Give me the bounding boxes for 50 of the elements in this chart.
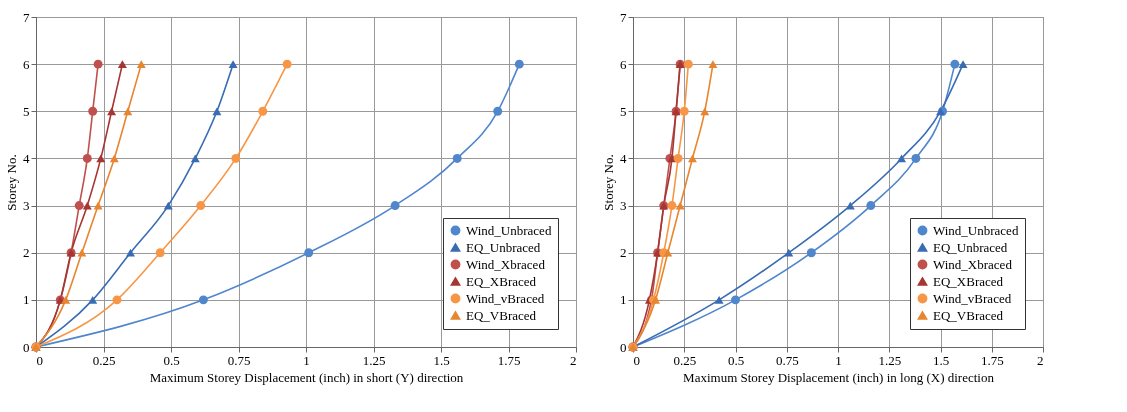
x-tick-label: 2 — [570, 352, 577, 368]
legend-label: Wind_Xbraced — [466, 256, 546, 272]
y-tick-label: 1 — [23, 292, 30, 308]
legend-label: EQ_VBraced — [933, 307, 1004, 323]
legend-label: Wind_vBraced — [933, 290, 1012, 306]
x-axis-title: Maximum Storey Displacement (inch) in long (X) direction — [683, 369, 995, 385]
y-tick-label: 4 — [620, 150, 627, 166]
y-tick-label: 7 — [620, 9, 627, 25]
y-tick-label: 7 — [23, 9, 30, 25]
legend-label: EQ_XBraced — [466, 273, 537, 289]
x-tick-label: 0.75 — [775, 352, 799, 368]
x-tick-label: 0.5 — [163, 352, 180, 368]
x-tick-label: 0 — [633, 352, 640, 368]
y-tick-label: 3 — [620, 198, 627, 214]
y-tick-label: 6 — [620, 56, 627, 72]
x-tick-label: 1.5 — [433, 352, 450, 368]
x-tick-label: 2 — [1037, 352, 1044, 368]
x-tick-label: 0.25 — [92, 352, 116, 368]
y-tick-label: 0 — [23, 339, 30, 355]
x-tick-label: 0.5 — [727, 352, 745, 368]
y-tick-label: 3 — [23, 198, 30, 214]
y-tick-label: 2 — [620, 245, 627, 261]
y-tick-label: 2 — [23, 245, 30, 261]
legend-label: Wind_vBraced — [466, 290, 545, 306]
y-tick-label: 5 — [620, 103, 627, 119]
x-tick-label: 1 — [303, 352, 310, 368]
legend-label: EQ_Unbraced — [933, 239, 1008, 255]
y-tick-label: 5 — [23, 103, 30, 119]
legend-label: Wind_Xbraced — [933, 256, 1013, 272]
y-axis-title: Storey No. — [601, 154, 616, 211]
x-tick-label: 0 — [36, 352, 43, 368]
x-axis-title: Maximum Storey Displacement (inch) in short (Y) direction — [149, 369, 464, 385]
legend-label: Wind_Unbraced — [933, 222, 1019, 238]
legend-label: EQ_Unbraced — [466, 239, 541, 255]
x-tick-label: 1.5 — [932, 352, 950, 368]
y-tick-label: 0 — [620, 339, 627, 355]
y-axis-title: Storey No. — [4, 154, 19, 211]
x-tick-label: 0.25 — [673, 352, 697, 368]
x-tick-label: 1.25 — [878, 352, 902, 368]
legend-label: Wind_Unbraced — [466, 222, 552, 238]
x-tick-label: 1 — [835, 352, 842, 368]
y-tick-label: 6 — [23, 56, 30, 72]
y-tick-label: 4 — [23, 150, 30, 166]
legend-label: EQ_XBraced — [933, 273, 1004, 289]
x-tick-label: 1.75 — [980, 352, 1004, 368]
x-tick-label: 0.75 — [227, 352, 251, 368]
y-tick-label: 1 — [620, 292, 627, 308]
legend-label: EQ_VBraced — [466, 307, 537, 323]
x-tick-label: 1.25 — [362, 352, 386, 368]
x-tick-label: 1.75 — [497, 352, 521, 368]
